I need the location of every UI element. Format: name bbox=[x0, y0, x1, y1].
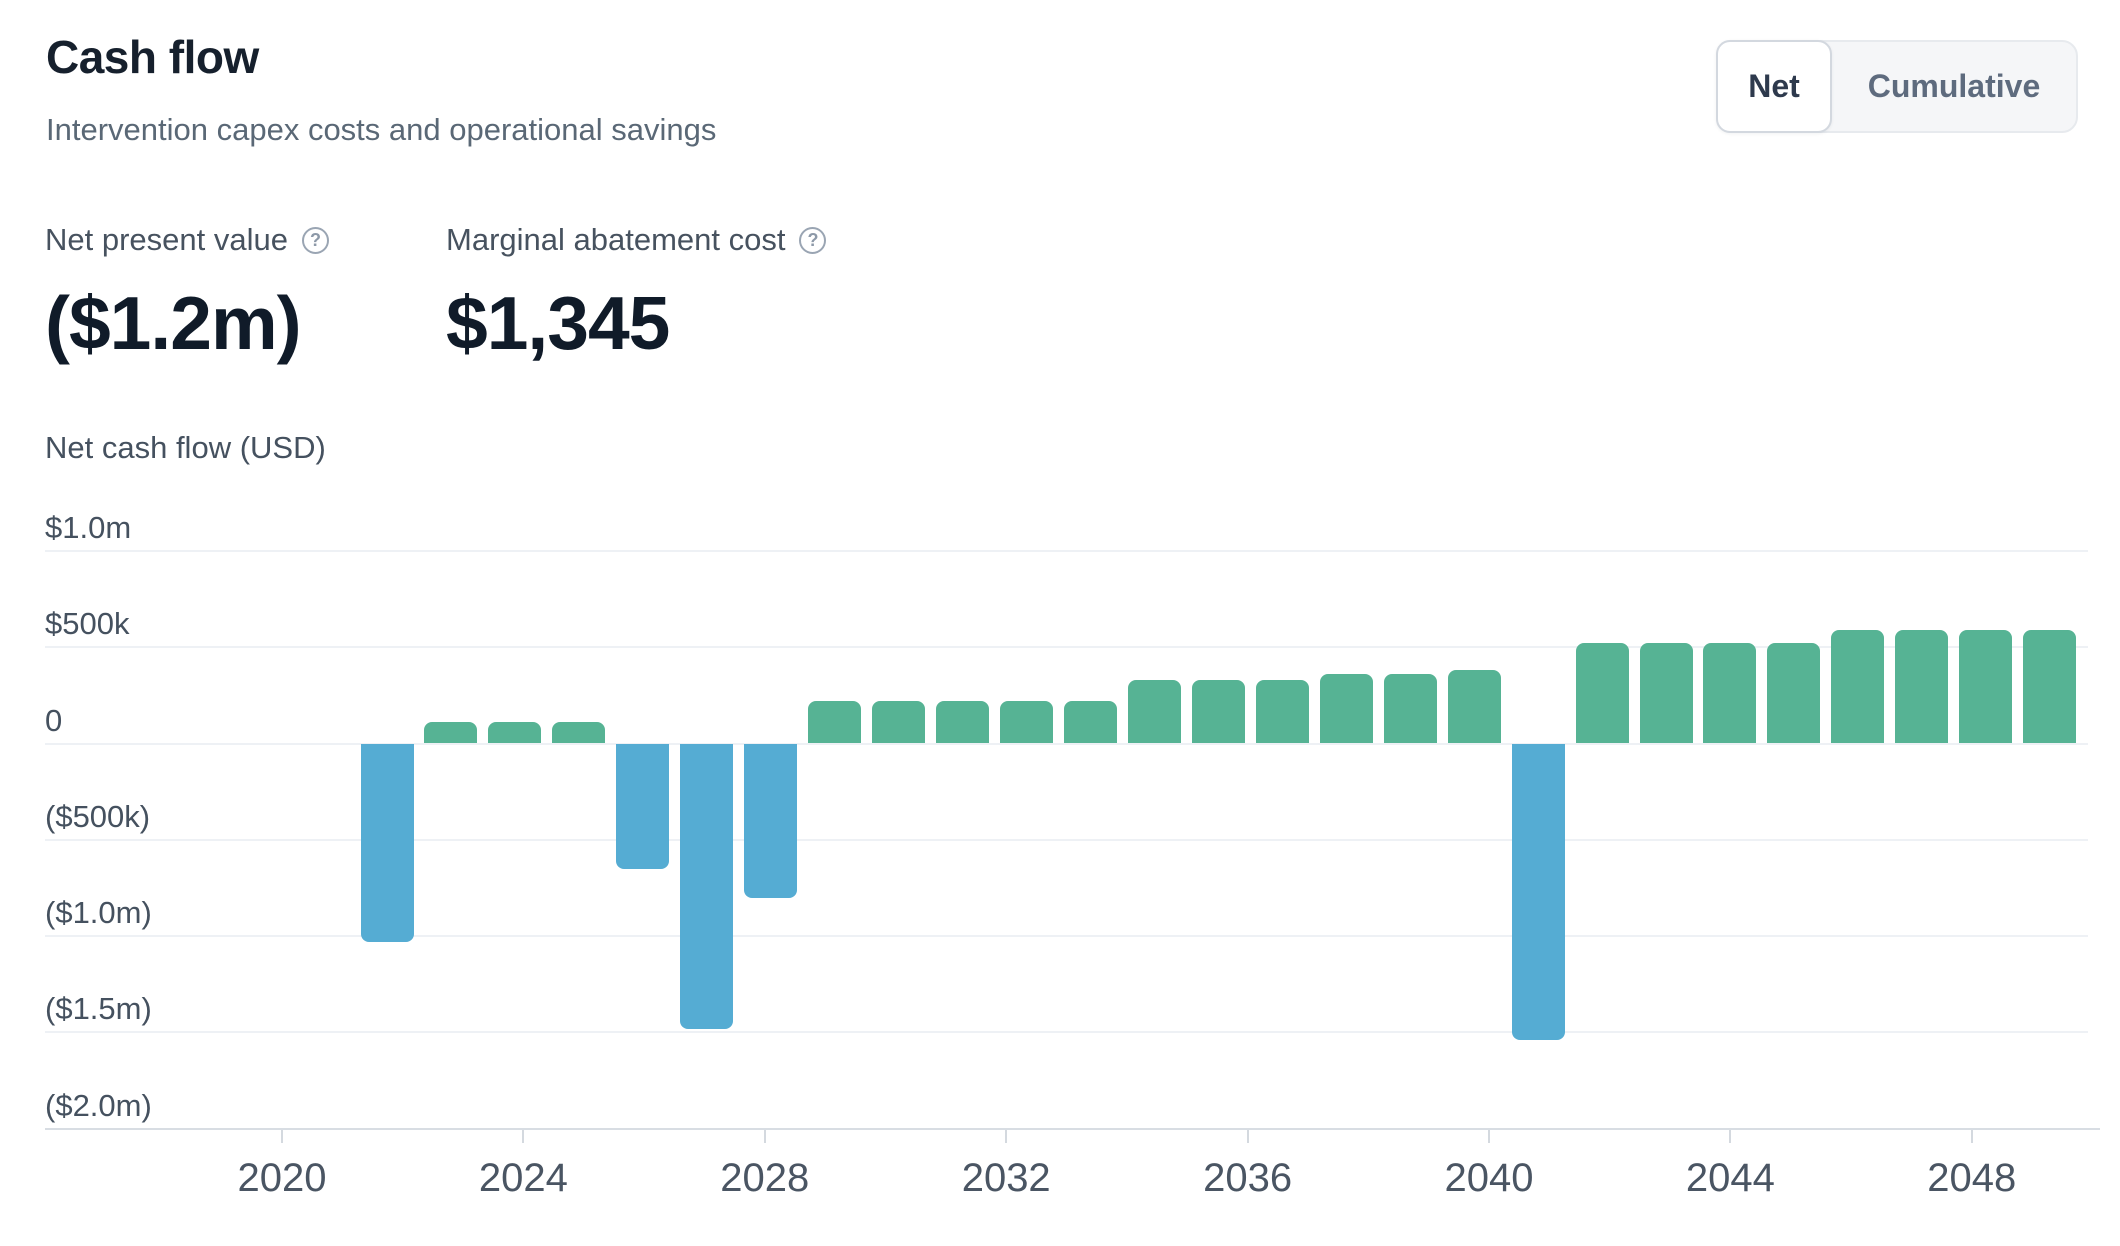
bar-2036[interactable] bbox=[1255, 679, 1309, 744]
page-title: Cash flow bbox=[46, 31, 259, 83]
bar-2026[interactable] bbox=[616, 743, 670, 869]
mac-value: $1,345 bbox=[446, 281, 670, 365]
question-circle-icon[interactable]: ? bbox=[799, 226, 827, 254]
x-tick-label: 2040 bbox=[1444, 1155, 1534, 1200]
y-tick-label: 0 bbox=[45, 702, 63, 738]
x-axis-line bbox=[45, 1127, 2100, 1130]
x-tick-label: 2048 bbox=[1927, 1155, 2017, 1200]
x-tick-label: 2028 bbox=[720, 1155, 810, 1200]
bar-2045[interactable] bbox=[1831, 629, 1885, 744]
bar-2025[interactable] bbox=[552, 722, 606, 744]
npv-label: Net present value bbox=[45, 222, 288, 257]
bar-2038[interactable] bbox=[1383, 674, 1437, 744]
x-axis-tick bbox=[281, 1129, 283, 1143]
bar-2035[interactable] bbox=[1191, 679, 1245, 744]
bar-2033[interactable] bbox=[1063, 701, 1117, 744]
bar-2046[interactable] bbox=[1895, 629, 1949, 744]
metric-marginal-abatement-cost: Marginal abatement cost ? $1,345 bbox=[446, 222, 827, 366]
gridline bbox=[45, 646, 2088, 649]
bar-2024[interactable] bbox=[488, 722, 542, 744]
view-toggle: Net Cumulative bbox=[1716, 40, 2078, 133]
page-subtitle: Intervention capex costs and operational… bbox=[46, 112, 717, 147]
y-tick-label: $1.0m bbox=[45, 509, 132, 545]
npv-value: ($1.2m) bbox=[45, 281, 302, 365]
gridline bbox=[45, 935, 2088, 938]
x-axis-tick bbox=[522, 1129, 525, 1143]
gridline bbox=[45, 838, 2088, 841]
bar-2034[interactable] bbox=[1127, 679, 1181, 744]
bar-2037[interactable] bbox=[1319, 674, 1373, 744]
y-tick-label: ($2.0m) bbox=[45, 1087, 152, 1123]
y-tick-label: $500k bbox=[45, 606, 130, 642]
bar-2023[interactable] bbox=[424, 722, 478, 744]
question-circle-icon[interactable]: ? bbox=[301, 226, 329, 254]
bar-2040[interactable] bbox=[1511, 743, 1565, 1041]
bar-2029[interactable] bbox=[808, 701, 862, 744]
bar-2027[interactable] bbox=[680, 743, 734, 1029]
gridline bbox=[45, 1031, 2088, 1034]
x-axis-tick bbox=[1729, 1129, 1732, 1143]
x-axis-tick bbox=[1005, 1129, 1008, 1143]
x-axis-tick bbox=[1488, 1129, 1490, 1143]
bar-2044[interactable] bbox=[1767, 643, 1821, 744]
x-tick-label: 2020 bbox=[237, 1155, 327, 1200]
bar-2022[interactable] bbox=[360, 743, 414, 942]
bar-2032[interactable] bbox=[1000, 701, 1053, 744]
y-tick-label: ($1.5m) bbox=[45, 991, 152, 1027]
x-axis-tick bbox=[763, 1129, 766, 1143]
bar-2042[interactable] bbox=[1639, 643, 1693, 744]
bar-2048[interactable] bbox=[2023, 629, 2077, 744]
bar-2039[interactable] bbox=[1447, 670, 1501, 744]
bar-2031[interactable] bbox=[936, 701, 990, 744]
x-axis-tick bbox=[1246, 1129, 1249, 1143]
toggle-net-button[interactable]: Net bbox=[1716, 40, 1832, 133]
mac-label: Marginal abatement cost bbox=[446, 222, 786, 257]
gridline bbox=[45, 549, 2088, 552]
metric-net-present-value: Net present value ? ($1.2m) bbox=[45, 222, 329, 366]
x-tick-label: 2024 bbox=[478, 1155, 568, 1200]
toggle-cumulative-button[interactable]: Cumulative bbox=[1867, 68, 2041, 104]
y-axis-title: Net cash flow (USD) bbox=[45, 430, 326, 465]
y-tick-label: ($500k) bbox=[45, 798, 151, 834]
bar-2047[interactable] bbox=[1959, 629, 2013, 744]
y-tick-label: ($1.0m) bbox=[45, 895, 152, 931]
bar-2041[interactable] bbox=[1575, 643, 1629, 744]
bar-2028[interactable] bbox=[744, 743, 798, 898]
x-tick-label: 2044 bbox=[1685, 1155, 1775, 1200]
x-tick-label: 2032 bbox=[961, 1155, 1051, 1200]
x-axis-tick bbox=[1970, 1129, 1973, 1143]
gridline bbox=[45, 742, 2088, 745]
bar-2043[interactable] bbox=[1703, 643, 1757, 744]
x-tick-label: 2036 bbox=[1203, 1155, 1293, 1200]
bar-2030[interactable] bbox=[872, 701, 926, 744]
